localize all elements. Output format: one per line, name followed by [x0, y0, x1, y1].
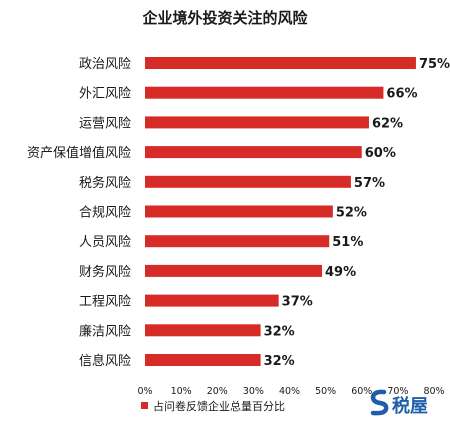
bar-9 [145, 324, 261, 337]
legend-swatch [141, 402, 148, 409]
watermark-logo: 税屋 [370, 389, 428, 417]
bar-0 [145, 57, 416, 69]
bar-5 [145, 205, 333, 218]
s-logo-icon [370, 389, 389, 416]
category-labels: 政治风险外汇风险运营风险资产保值增值风险税务风险合规风险人员风险财务风险工程风险… [27, 57, 131, 369]
x-tick-label-4: 40% [279, 386, 300, 397]
x-tick-labels: 0% 10% 20% 30% 40% 50% 60% 70% 80% [137, 386, 444, 397]
value-labels: 75%66% 62% 60% 57% 52% 51% 49% 37% 32% 32% [264, 57, 450, 369]
value-label-1: 66% [386, 87, 417, 102]
bar-4 [145, 175, 351, 188]
value-label-9: 32% [264, 324, 295, 339]
value-label-10: 32% [264, 354, 295, 369]
value-label-0: 75% [419, 57, 450, 72]
value-label-2: 62% [372, 116, 403, 131]
category-label-5: 合规风险 [79, 206, 131, 221]
bar-3 [145, 146, 362, 159]
category-label-9: 廉洁风险 [79, 323, 131, 339]
category-label-8: 工程风险 [79, 295, 131, 310]
bar-8 [145, 294, 279, 307]
category-label-2: 运营风险 [79, 116, 131, 131]
bar-1 [145, 86, 384, 99]
category-label-0: 政治风险 [79, 57, 131, 72]
watermark-text: 税屋 [392, 395, 428, 417]
value-label-8: 37% [282, 295, 313, 310]
bars-layer [145, 57, 416, 366]
x-tick-label-3: 30% [243, 386, 264, 397]
x-tick-label-7: 70% [387, 386, 408, 397]
bar-10 [145, 354, 261, 366]
x-tick-label-1: 10% [171, 386, 192, 397]
value-label-4: 57% [354, 176, 385, 191]
bar-6 [145, 235, 330, 248]
x-tick-label-8: 80% [423, 386, 444, 397]
x-tick-label-5: 50% [315, 386, 336, 397]
value-label-3: 60% [365, 146, 396, 161]
category-label-3: 资产保值增值风险 [27, 145, 131, 161]
x-tick-label-6: 60% [351, 386, 372, 397]
bar-7 [145, 264, 323, 277]
category-label-4: 税务风险 [79, 175, 131, 191]
category-label-7: 财务风险 [79, 264, 131, 280]
x-tick-label-0: 0% [137, 386, 152, 397]
value-label-6: 51% [332, 235, 363, 250]
chart-title: 企业境外投资关注的风险 [141, 9, 308, 27]
legend-label: 占问卷反馈企业总量百分比 [153, 399, 285, 413]
x-tick-label-2: 20% [207, 386, 228, 397]
category-label-6: 人员风险 [79, 235, 131, 250]
value-label-5: 52% [336, 206, 367, 221]
category-label-10: 信息风险 [79, 353, 131, 369]
category-label-1: 外汇风险 [79, 87, 131, 102]
legend: 占问卷反馈企业总量百分比 [141, 399, 285, 413]
value-label-7: 49% [325, 265, 356, 280]
bar-2 [145, 116, 369, 129]
